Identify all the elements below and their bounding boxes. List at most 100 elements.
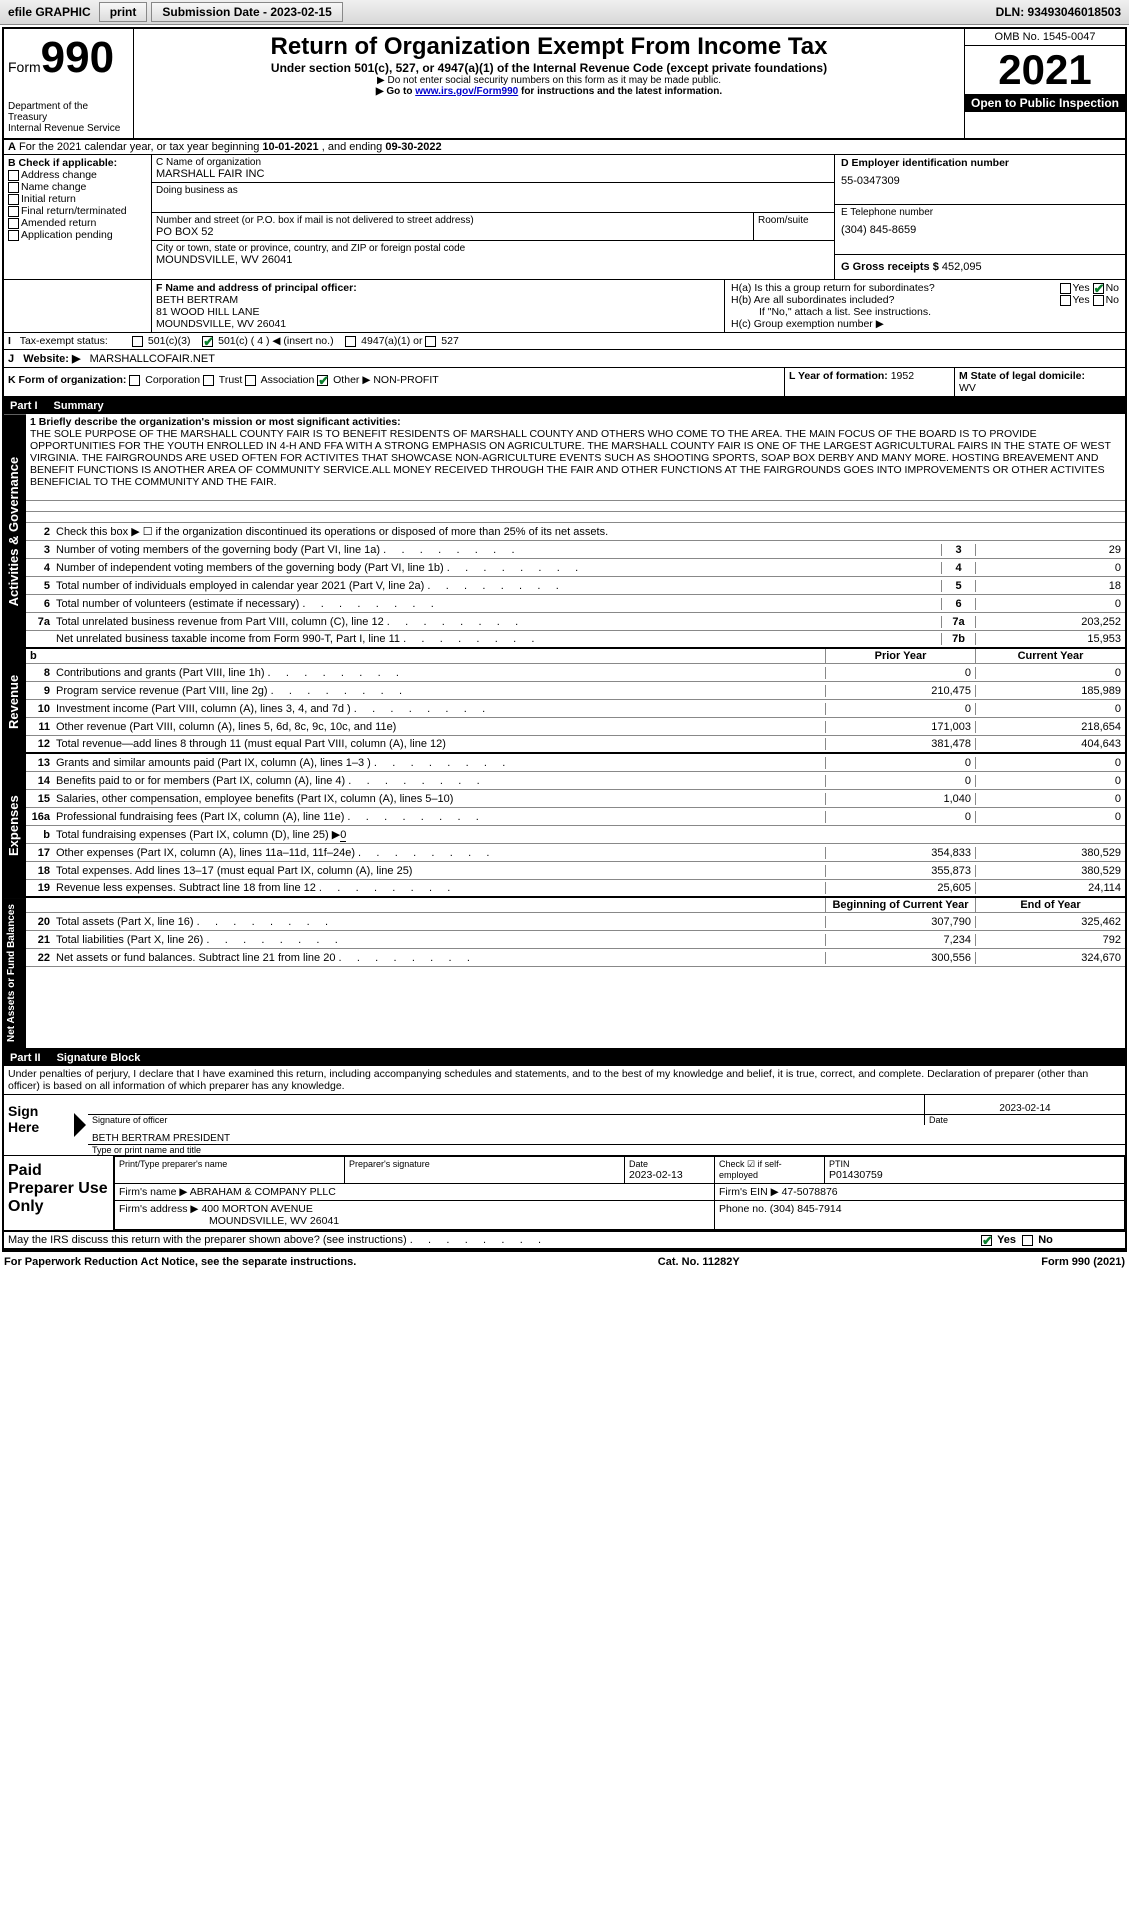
fh-row: F Name and address of principal officer:… [4, 280, 1125, 333]
527-checkbox[interactable] [425, 336, 436, 347]
l7b-box: 7b [941, 633, 975, 645]
gross-label: G Gross receipts $ [841, 261, 942, 273]
expenses-section: Expenses 13Grants and similar amounts pa… [4, 754, 1125, 898]
print-button[interactable]: print [99, 2, 148, 22]
l6-val: 0 [975, 598, 1125, 610]
cat-no: Cat. No. 11282Y [658, 1256, 740, 1268]
part1-title: Summary [54, 400, 104, 412]
end-year-head: End of Year [975, 898, 1125, 912]
boxb-label-0: Address change [21, 169, 97, 181]
sig-date-label: Date [925, 1115, 1125, 1125]
ein-value: 55-0347309 [841, 175, 1119, 187]
box-c: C Name of organization MARSHALL FAIR INC… [152, 155, 835, 279]
l15-prior: 1,040 [825, 793, 975, 805]
hb-no: No [1106, 294, 1119, 306]
revenue-body: b Prior Year Current Year 8Contributions… [26, 649, 1125, 754]
sub3b: for instructions and the latest informat… [518, 86, 722, 97]
discuss-row: May the IRS discuss this return with the… [4, 1232, 1125, 1250]
l21-label: Total liabilities (Part X, line 26) [54, 933, 825, 947]
line-13: 13Grants and similar amounts paid (Part … [26, 754, 1125, 772]
discuss-no-checkbox[interactable] [1022, 1235, 1033, 1246]
part1-label: Part I [10, 400, 38, 412]
501c-checkbox[interactable] [202, 336, 213, 347]
501c3-checkbox[interactable] [132, 336, 143, 347]
hb-no-checkbox[interactable] [1093, 295, 1104, 306]
irs-link[interactable]: www.irs.gov/Form990 [415, 86, 518, 97]
form-ref: Form 990 (2021) [1041, 1256, 1125, 1268]
line-20: 20Total assets (Part X, line 16)307,7903… [26, 913, 1125, 931]
ha-label: H(a) Is this a group return for subordin… [731, 282, 935, 294]
period-begin: 10-01-2021 [262, 141, 318, 153]
officer-sig-line[interactable] [88, 1095, 924, 1115]
discuss-label: May the IRS discuss this return with the… [8, 1234, 981, 1246]
expenses-body: 13Grants and similar amounts paid (Part … [26, 754, 1125, 898]
netassets-body: Beginning of Current Year End of Year 20… [26, 898, 1125, 1048]
ptin-value: P01430759 [829, 1169, 1120, 1181]
officer-name-label: Type or print name and title [88, 1145, 1125, 1155]
begin-year-head: Beginning of Current Year [825, 898, 975, 912]
form-subtitle-2: ▶ Do not enter social security numbers o… [142, 75, 956, 86]
omb-label: OMB No. 1545-0047 [965, 29, 1125, 46]
self-emp-cell: Check ☑ if self-employed [715, 1157, 825, 1184]
corp-checkbox[interactable] [129, 375, 140, 386]
firm-addr-label: Firm's address ▶ [119, 1203, 199, 1215]
paid-preparer-content: Print/Type preparer's name Preparer's si… [114, 1156, 1125, 1230]
l12-prior: 381,478 [825, 738, 975, 750]
l8-label: Contributions and grants (Part VIII, lin… [54, 666, 825, 680]
assoc-checkbox[interactable] [245, 375, 256, 386]
hb-note: If "No," attach a list. See instructions… [731, 306, 1119, 318]
paid-preparer-block: Paid Preparer Use Only Print/Type prepar… [4, 1156, 1125, 1232]
l7a-label: Total unrelated business revenue from Pa… [54, 615, 941, 629]
toolbar: efile GRAPHIC print Submission Date - 20… [0, 0, 1129, 25]
ha-no-checkbox[interactable] [1093, 283, 1104, 294]
l18-label: Total expenses. Add lines 13–17 (must eq… [54, 864, 825, 878]
l10-curr: 0 [975, 703, 1125, 715]
l16a-curr: 0 [975, 811, 1125, 823]
4947-checkbox[interactable] [345, 336, 356, 347]
l8-curr: 0 [975, 667, 1125, 679]
l2-label: Check this box ▶ ☐ if the organization d… [54, 524, 1125, 539]
trust-checkbox[interactable] [203, 375, 214, 386]
header-left: Form990 Department of the Treasury Inter… [4, 29, 134, 138]
box-k: K Form of organization: Corporation Trus… [4, 368, 785, 396]
line-16a: 16aProfessional fundraising fees (Part I… [26, 808, 1125, 826]
year-form-value: 1952 [891, 370, 914, 382]
final-return-checkbox[interactable] [8, 206, 19, 217]
prep-date-value: 2023-02-13 [629, 1169, 710, 1181]
hb-yes-checkbox[interactable] [1060, 295, 1071, 306]
l22-prior: 300,556 [825, 952, 975, 964]
addr-change-checkbox[interactable] [8, 170, 19, 181]
ha-yes-checkbox[interactable] [1060, 283, 1071, 294]
app-pending-checkbox[interactable] [8, 230, 19, 241]
initial-return-checkbox[interactable] [8, 194, 19, 205]
firm-name-label: Firm's name ▶ [119, 1186, 187, 1198]
discuss-yes-checkbox[interactable] [981, 1235, 992, 1246]
phone-value: (304) 845-8659 [841, 224, 1119, 236]
part-1-header: Part I Summary [4, 398, 1125, 414]
page-footer: For Paperwork Reduction Act Notice, see … [0, 1254, 1129, 1270]
ptin-label: PTIN [829, 1159, 1120, 1169]
l6-label: Total number of volunteers (estimate if … [54, 597, 941, 611]
line-8: 8Contributions and grants (Part VIII, li… [26, 664, 1125, 682]
l11-prior: 171,003 [825, 721, 975, 733]
part2-label: Part II [10, 1052, 41, 1064]
trust-label: Trust [219, 374, 243, 386]
year-form-label: L Year of formation: [789, 370, 891, 382]
klm-row: K Form of organization: Corporation Trus… [4, 368, 1125, 398]
irs-label: Internal Revenue Service [8, 123, 129, 134]
officer-name: BETH BERTRAM [156, 294, 720, 306]
box-m: M State of legal domicile: WV [955, 368, 1125, 396]
amended-return-checkbox[interactable] [8, 218, 19, 229]
submission-date-button[interactable]: Submission Date - 2023-02-15 [151, 2, 342, 22]
boxb-label-1: Name change [21, 181, 86, 193]
line-22: 22Net assets or fund balances. Subtract … [26, 949, 1125, 967]
l15-curr: 0 [975, 793, 1125, 805]
info-block: B Check if applicable: Address change Na… [4, 155, 1125, 280]
gov-section: Activities & Governance 1 Briefly descri… [4, 414, 1125, 649]
other-checkbox[interactable] [317, 375, 328, 386]
l10-prior: 0 [825, 703, 975, 715]
prep-sig-label: Preparer's signature [349, 1159, 620, 1169]
name-change-checkbox[interactable] [8, 182, 19, 193]
ha-no: No [1106, 282, 1119, 294]
revenue-tab: Revenue [4, 649, 26, 754]
